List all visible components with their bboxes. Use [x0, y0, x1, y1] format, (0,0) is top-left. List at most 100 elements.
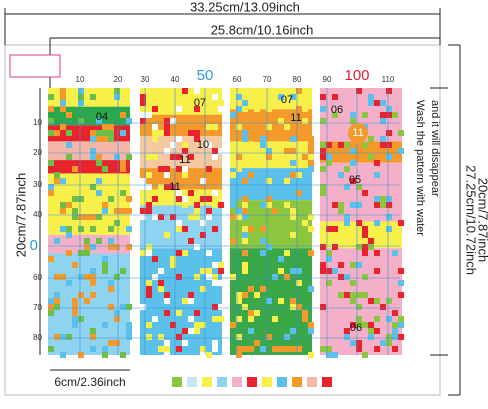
pattern-cell — [200, 106, 206, 112]
pattern-cell — [114, 94, 120, 100]
pattern-cell — [308, 166, 314, 172]
pattern-cell — [356, 244, 362, 250]
pattern-cell — [90, 94, 96, 100]
pattern-cell — [278, 154, 284, 160]
pattern-cell — [236, 334, 242, 340]
pattern-cell — [266, 196, 272, 202]
pattern-cell — [78, 100, 84, 106]
column-number: 30 — [141, 75, 150, 84]
pattern-cell — [140, 184, 146, 190]
pattern-cell — [140, 250, 146, 256]
pattern-band — [48, 88, 130, 107]
pattern-cell — [54, 130, 60, 136]
pattern-cell — [54, 304, 60, 310]
pattern-cell — [114, 88, 120, 94]
pattern-cell — [90, 184, 96, 190]
pattern-cell — [164, 118, 170, 124]
pattern-cell — [126, 334, 132, 340]
pattern-cell — [146, 292, 152, 298]
pattern-cell — [236, 166, 242, 172]
pattern-cell — [254, 292, 260, 298]
pattern-cell — [66, 280, 72, 286]
pattern-cell — [266, 298, 272, 304]
pattern-cell — [374, 268, 380, 274]
pattern-cell — [302, 316, 308, 322]
pattern-cell — [176, 88, 182, 94]
row-number: 20 — [33, 148, 42, 157]
pattern-cell — [60, 334, 66, 340]
code-marker — [348, 123, 368, 143]
pattern-cell — [338, 274, 344, 280]
pattern-cell — [206, 250, 212, 256]
pattern-cell — [332, 268, 338, 274]
pattern-cell — [60, 208, 66, 214]
pattern-cell — [386, 202, 392, 208]
pattern-cell — [146, 322, 152, 328]
pattern-cell — [242, 268, 248, 274]
pattern-cell — [326, 142, 332, 148]
pattern-cell — [344, 166, 350, 172]
pattern-cell — [108, 340, 114, 346]
color-swatch — [292, 377, 302, 387]
pattern-cell — [374, 328, 380, 334]
pattern-cell — [108, 196, 114, 202]
row-number: 80 — [33, 333, 42, 342]
color-code: 07 — [281, 94, 293, 106]
pattern-cell — [200, 196, 206, 202]
pattern-cell — [284, 346, 290, 352]
pattern-cell — [170, 256, 176, 262]
pattern-cell — [194, 214, 200, 220]
pattern-cell — [290, 328, 296, 334]
pattern-cell — [140, 208, 146, 214]
pattern-cell — [158, 334, 164, 340]
pattern-cell — [296, 172, 302, 178]
pattern-cell — [272, 274, 278, 280]
pattern-cell — [206, 142, 212, 148]
pattern-cell — [90, 244, 96, 250]
pattern-cell — [356, 220, 362, 226]
pattern-cell — [242, 346, 248, 352]
pattern-cell — [170, 214, 176, 220]
pattern-cell — [212, 304, 218, 310]
pattern-cell — [320, 304, 326, 310]
pattern-cell — [78, 292, 84, 298]
pattern-cell — [362, 232, 368, 238]
column-number: 60 — [233, 75, 242, 84]
pattern-cell — [96, 190, 102, 196]
pattern-cell — [212, 124, 218, 130]
pattern-cell — [114, 244, 120, 250]
pattern-cell — [278, 298, 284, 304]
pattern-cell — [260, 202, 266, 208]
pattern-cell — [392, 112, 398, 118]
pattern-cell — [326, 352, 332, 358]
pattern-cell — [126, 244, 132, 250]
pattern-cell — [368, 334, 374, 340]
pattern-cell — [84, 244, 90, 250]
pattern-cell — [194, 322, 200, 328]
pattern-cell — [248, 310, 254, 316]
pattern-cell — [200, 268, 206, 274]
pattern-cell — [194, 310, 200, 316]
pattern-cell — [90, 268, 96, 274]
color-code: 11 — [352, 127, 363, 139]
pattern-cell — [350, 112, 356, 118]
pattern-cell — [344, 184, 350, 190]
pattern-cell — [212, 190, 218, 196]
pattern-cell — [146, 184, 152, 190]
pattern-cell — [320, 154, 326, 160]
pattern-cell — [48, 118, 54, 124]
pattern-cell — [182, 340, 188, 346]
pattern-cell — [126, 196, 132, 202]
pattern-cell — [392, 328, 398, 334]
pattern-cell — [126, 226, 132, 232]
pattern-cell — [356, 322, 362, 328]
pattern-cell — [54, 292, 60, 298]
pattern-cell — [152, 136, 158, 142]
pattern-cell — [140, 100, 146, 106]
pattern-cell — [368, 154, 374, 160]
pattern-cell — [206, 214, 212, 220]
panel-width: 6cm/2.36inch — [54, 375, 125, 389]
pattern-cell — [332, 352, 338, 358]
pattern-cell — [164, 172, 170, 178]
pattern-cell — [176, 106, 182, 112]
